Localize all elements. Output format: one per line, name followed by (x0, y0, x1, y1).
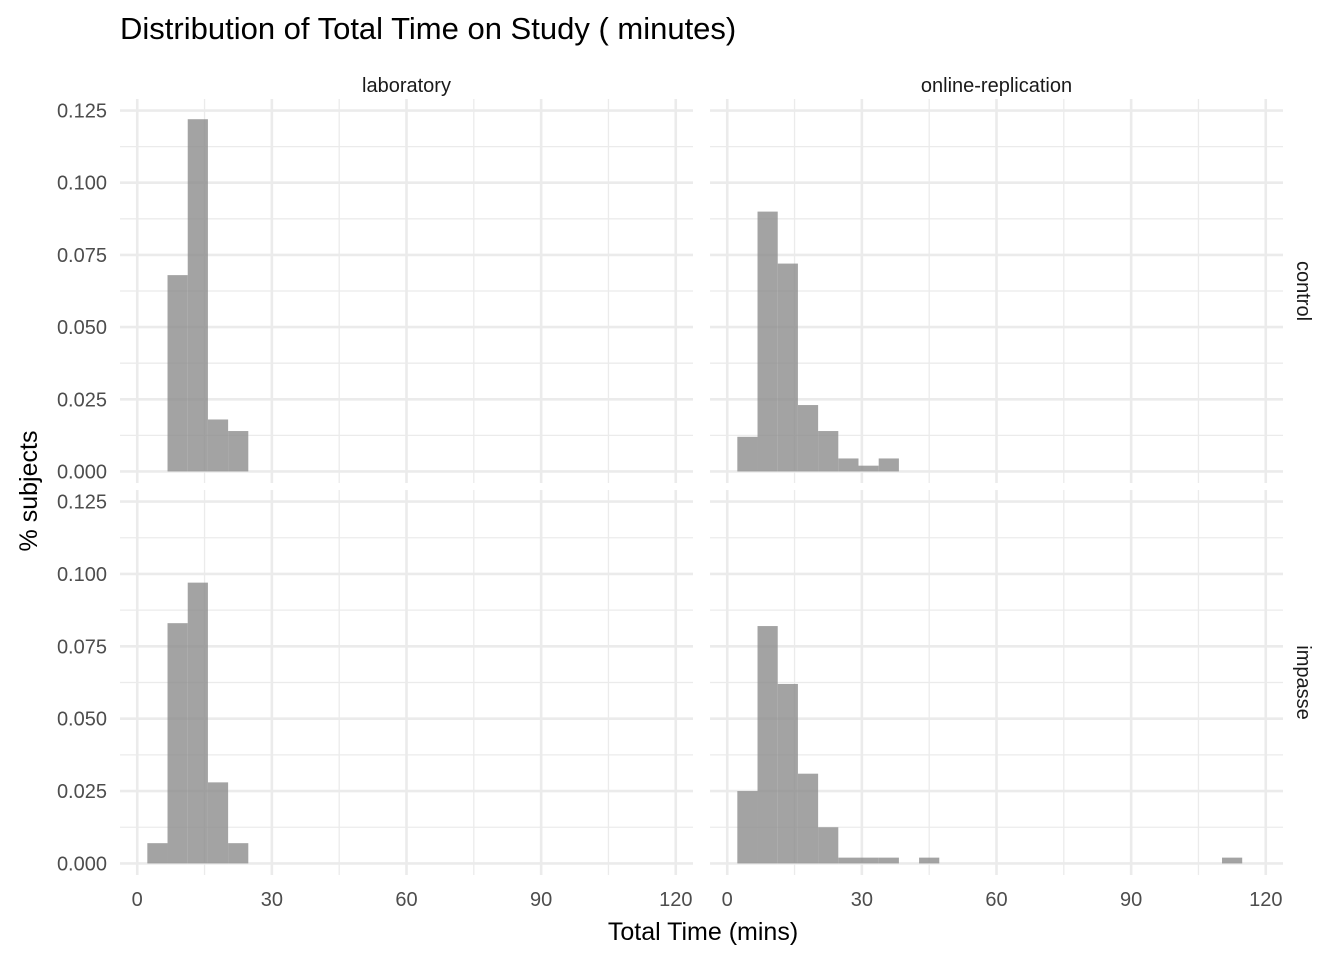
y-tick-label: 0.025 (57, 781, 107, 803)
y-tick-label: 0.075 (57, 245, 107, 267)
y-tick-label: 0.000 (57, 853, 107, 875)
x-tick-label: 0 (722, 889, 733, 911)
x-tick-label: 120 (659, 889, 692, 911)
panel-online-replication-impasse: 0 30 60 90 120 (710, 490, 1283, 911)
histogram-bar (777, 683, 798, 864)
x-tick-label: 120 (1249, 889, 1282, 911)
histogram-bar (228, 843, 249, 864)
x-axis-title: Total Time (mins) (608, 918, 798, 946)
histogram-bar (187, 119, 208, 472)
y-tick-label: 0.100 (57, 173, 107, 195)
histogram-bar (777, 263, 798, 472)
x-tick-label: 30 (261, 889, 283, 911)
histogram-bar (878, 458, 899, 472)
x-tick-label: 60 (395, 889, 417, 911)
histogram-bar (757, 626, 778, 864)
panel-laboratory-impasse: 0 30 60 90 120 0.000 0.025 0.050 0.075 0.100 0.125 (57, 490, 693, 911)
histogram-bar (187, 582, 208, 864)
y-tick-label: 0.125 (57, 492, 107, 514)
histogram-bar (207, 782, 229, 864)
x-tick-label: 60 (985, 889, 1007, 911)
histogram-bar (838, 857, 859, 864)
y-tick-label: 0.100 (57, 564, 107, 586)
histogram-bar (878, 857, 899, 864)
histogram-bar (228, 431, 249, 472)
histogram-bar (167, 623, 188, 864)
histogram-bar (838, 458, 859, 472)
histogram-bar (858, 857, 879, 864)
histogram-bar (147, 843, 168, 864)
y-tick-label: 0.050 (57, 709, 107, 731)
y-tick-label: 0.000 (57, 461, 107, 483)
y-tick-label: 0.025 (57, 389, 107, 411)
panel-online-replication-control (710, 99, 1283, 483)
histogram-bar (757, 211, 778, 472)
y-axis-title: % subjects (15, 431, 43, 552)
histogram-bar (818, 827, 839, 864)
facet-panels: 0.000 0.025 0.050 0.075 0.100 0.125 0 30 60 90 120… (57, 75, 1314, 911)
x-tick-label: 90 (530, 889, 552, 911)
histogram-bar (919, 857, 940, 864)
facet-row-label: control (1292, 261, 1314, 321)
x-tick-label: 90 (1120, 889, 1142, 911)
histogram-bar (797, 773, 819, 864)
x-tick-label: 30 (851, 889, 873, 911)
y-tick-label: 0.075 (57, 636, 107, 658)
x-tick-label: 0 (132, 889, 143, 911)
y-tick-label: 0.125 (57, 101, 107, 123)
histogram-bar (1222, 857, 1243, 864)
panel-laboratory-control: 0.000 0.025 0.050 0.075 0.100 0.125 (57, 99, 693, 483)
histogram-bar (797, 405, 819, 472)
facet-column-label: online-replication (921, 75, 1072, 97)
chart-title: Distribution of Total Time on Study ( mi… (120, 11, 736, 46)
histogram-bar (818, 431, 839, 472)
histogram-bar (167, 275, 188, 472)
facet-column-label: laboratory (362, 75, 451, 97)
histogram-bar (737, 791, 758, 864)
histogram-bar (207, 419, 229, 472)
histogram-bar (858, 465, 879, 472)
facet-row-label: impasse (1292, 645, 1314, 719)
histogram-bar (737, 436, 758, 472)
y-tick-label: 0.050 (57, 317, 107, 339)
